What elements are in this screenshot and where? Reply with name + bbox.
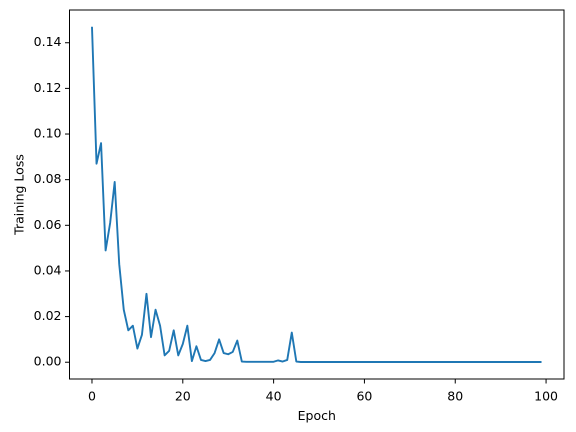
axes-frame <box>69 9 565 380</box>
y-tick-label: 0.04 <box>34 262 62 277</box>
x-tick-label: 60 <box>356 389 372 404</box>
y-axis-label: Training Loss <box>12 154 27 236</box>
y-tick-label: 0.10 <box>34 126 62 141</box>
line-series <box>91 26 542 363</box>
x-axis-label: Epoch <box>298 408 336 423</box>
y-tick-label: 0.14 <box>34 34 62 49</box>
y-tick-label: 0.08 <box>34 171 62 186</box>
x-tick-label: 80 <box>447 389 463 404</box>
y-tick-label: 0.00 <box>34 354 62 369</box>
x-tick-label: 100 <box>534 389 558 404</box>
y-tick-label: 0.02 <box>34 308 62 323</box>
y-tick-label: 0.06 <box>34 217 62 232</box>
x-tick-label: 40 <box>266 389 282 404</box>
x-tick-label: 20 <box>175 389 191 404</box>
y-tick-label: 0.12 <box>34 80 62 95</box>
x-tick-label: 0 <box>88 389 96 404</box>
